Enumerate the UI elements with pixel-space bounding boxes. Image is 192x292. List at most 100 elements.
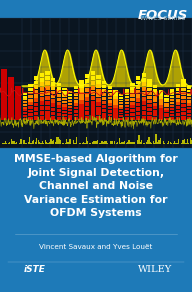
Bar xyxy=(119,100,123,101)
Bar xyxy=(133,142,134,144)
Bar xyxy=(125,108,129,110)
Bar xyxy=(170,108,174,110)
Bar xyxy=(170,105,174,107)
Bar xyxy=(28,102,33,105)
Bar xyxy=(51,78,55,81)
Bar xyxy=(28,88,33,91)
Bar xyxy=(57,90,61,93)
Bar xyxy=(45,101,50,105)
Bar xyxy=(175,143,177,144)
Bar xyxy=(40,101,44,105)
Bar xyxy=(62,143,63,144)
Bar xyxy=(159,117,163,119)
Text: Vincent Savaux and Yves Louët: Vincent Savaux and Yves Louët xyxy=(39,244,153,250)
Bar xyxy=(23,118,27,119)
Bar xyxy=(187,114,191,116)
Bar xyxy=(170,117,174,119)
Bar xyxy=(62,101,67,103)
Bar xyxy=(164,113,169,114)
Bar xyxy=(99,143,100,144)
Bar xyxy=(34,81,38,84)
Bar xyxy=(97,140,98,144)
Bar xyxy=(21,139,22,144)
Bar xyxy=(118,138,120,144)
Bar xyxy=(91,81,95,85)
Bar xyxy=(108,86,112,89)
Bar xyxy=(96,98,101,102)
Bar xyxy=(153,113,157,116)
Bar xyxy=(147,88,152,91)
Bar xyxy=(142,116,146,119)
Bar xyxy=(15,86,21,120)
Bar xyxy=(83,142,84,144)
Bar xyxy=(30,142,32,144)
Bar xyxy=(142,73,146,77)
Bar xyxy=(102,89,106,92)
Bar xyxy=(150,142,151,144)
Bar xyxy=(187,139,188,144)
Bar xyxy=(187,93,191,96)
Bar xyxy=(85,116,89,119)
Bar xyxy=(164,103,169,105)
Bar xyxy=(62,107,67,110)
Bar xyxy=(147,92,152,95)
Bar xyxy=(74,96,78,99)
Bar xyxy=(9,142,10,144)
Bar xyxy=(33,140,34,144)
Bar xyxy=(51,82,55,86)
Bar xyxy=(153,141,154,144)
Bar xyxy=(36,138,37,144)
Bar xyxy=(68,103,72,105)
Bar xyxy=(46,142,47,144)
Bar xyxy=(153,103,157,105)
Bar xyxy=(136,76,140,80)
Bar xyxy=(23,115,27,117)
Bar xyxy=(130,102,135,105)
Bar xyxy=(142,101,146,105)
Bar xyxy=(45,106,50,110)
Bar xyxy=(113,114,118,117)
Bar xyxy=(73,140,74,144)
Bar xyxy=(60,140,61,144)
Bar xyxy=(106,141,107,144)
Bar xyxy=(74,110,78,113)
Bar xyxy=(130,142,131,144)
Bar xyxy=(85,107,89,110)
Bar xyxy=(45,140,46,144)
Bar xyxy=(28,95,33,98)
Bar xyxy=(102,101,106,104)
Bar xyxy=(119,97,123,99)
Bar xyxy=(113,102,118,105)
Bar xyxy=(96,89,101,93)
Bar xyxy=(87,141,89,144)
Bar xyxy=(125,117,129,119)
Bar xyxy=(79,100,84,103)
Bar xyxy=(62,91,67,93)
Bar xyxy=(74,143,76,144)
Bar xyxy=(96,141,97,144)
Bar xyxy=(94,141,96,144)
Bar xyxy=(40,97,44,100)
Bar xyxy=(142,111,146,115)
Bar xyxy=(174,141,175,144)
Bar xyxy=(125,95,129,98)
Bar xyxy=(8,77,13,120)
Bar xyxy=(173,143,174,144)
Bar xyxy=(160,138,161,144)
Bar xyxy=(34,85,38,89)
Bar xyxy=(130,117,135,119)
Bar xyxy=(127,142,128,144)
Bar xyxy=(25,143,26,144)
Bar xyxy=(43,143,44,144)
Bar xyxy=(170,102,174,104)
Bar xyxy=(153,99,157,102)
Bar xyxy=(91,91,95,95)
Bar xyxy=(74,86,78,89)
Bar xyxy=(153,96,157,98)
Bar xyxy=(92,142,93,144)
Bar xyxy=(138,135,140,144)
Bar xyxy=(1,69,7,120)
Bar xyxy=(125,89,129,92)
Bar xyxy=(156,134,157,144)
Bar xyxy=(79,96,84,100)
